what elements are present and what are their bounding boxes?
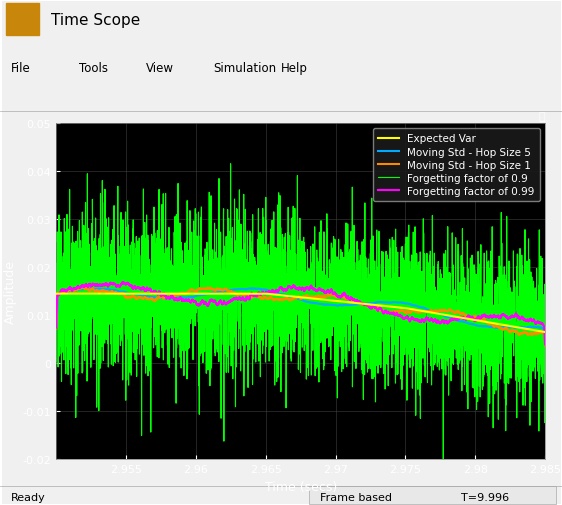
Text: Time Scope: Time Scope xyxy=(51,13,140,28)
Text: Frame based: Frame based xyxy=(320,492,392,502)
Text: Tools: Tools xyxy=(79,62,108,75)
Bar xyxy=(309,486,556,504)
Bar xyxy=(6,4,39,36)
Text: T=9.996: T=9.996 xyxy=(461,492,509,502)
Text: ⤢: ⤢ xyxy=(538,112,545,122)
Text: Simulation: Simulation xyxy=(214,62,277,75)
Text: Help: Help xyxy=(281,62,308,75)
Y-axis label: Amplitude: Amplitude xyxy=(4,260,17,324)
X-axis label: Time (secs): Time (secs) xyxy=(265,480,337,493)
Text: View: View xyxy=(146,62,174,75)
Text: Ready: Ready xyxy=(11,492,46,502)
Text: File: File xyxy=(11,62,31,75)
Legend: Expected Var, Moving Std - Hop Size 5, Moving Std - Hop Size 1, Forgetting facto: Expected Var, Moving Std - Hop Size 5, M… xyxy=(373,129,540,201)
